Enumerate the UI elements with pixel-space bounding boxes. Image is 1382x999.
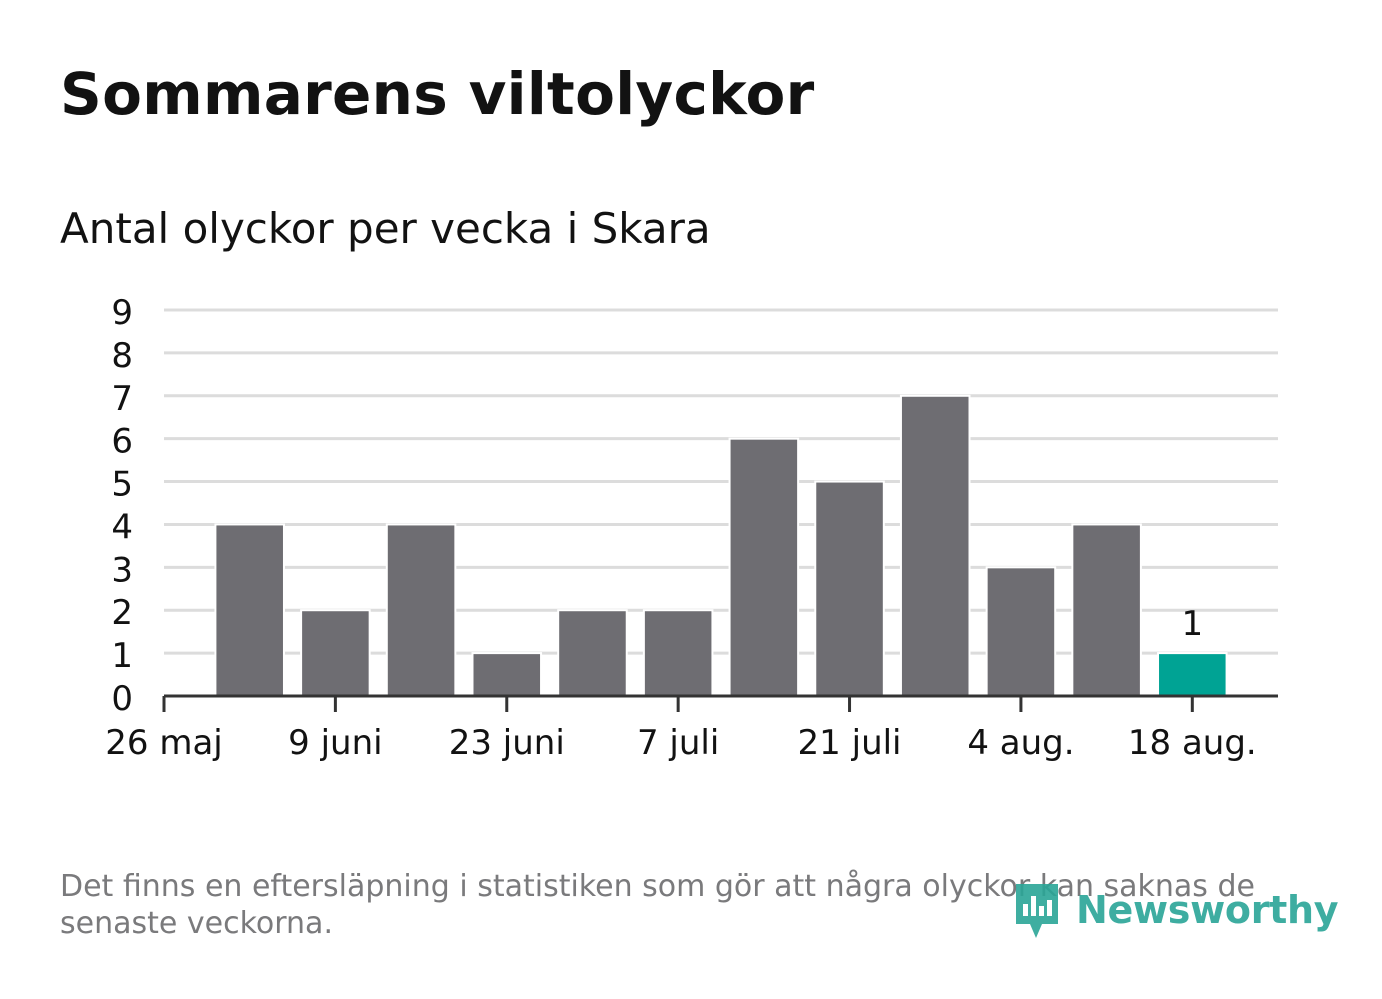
y-tick-label: 5 xyxy=(111,465,133,505)
x-tick-label: 21 juli xyxy=(798,723,902,763)
y-tick-label: 1 xyxy=(111,636,133,676)
bar xyxy=(728,437,800,697)
y-tick-label: 2 xyxy=(111,593,133,633)
bar xyxy=(214,523,285,698)
x-tick-label: 7 juli xyxy=(637,723,719,763)
bar xyxy=(985,566,1057,697)
y-tick-label: 7 xyxy=(111,379,133,419)
y-tick-label: 0 xyxy=(111,679,133,719)
y-tick-label: 8 xyxy=(111,336,133,376)
x-tick-label: 18 aug. xyxy=(1128,723,1257,763)
bar-highlight xyxy=(1157,652,1228,697)
chart-subtitle: Antal olyckor per vecka i Skara xyxy=(60,204,711,253)
bar xyxy=(899,394,971,697)
y-tick-label: 4 xyxy=(111,507,133,547)
data-labels: 1 xyxy=(1181,604,1203,644)
x-axis xyxy=(162,694,1278,712)
y-tick-label: 9 xyxy=(111,293,133,333)
bar xyxy=(385,523,457,698)
bar xyxy=(642,609,714,698)
bar xyxy=(300,609,371,698)
x-tick-label: 23 juni xyxy=(449,723,565,763)
y-tick-label: 6 xyxy=(111,422,133,462)
bar xyxy=(471,652,543,697)
bar xyxy=(1071,523,1142,698)
y-tick-label: 3 xyxy=(111,550,133,590)
data-label: 1 xyxy=(1181,604,1203,644)
bars xyxy=(214,394,1228,698)
x-tick-label: 4 aug. xyxy=(967,723,1074,763)
newsworthy-logo: Newsworthy xyxy=(1012,878,1339,942)
newsworthy-logo-icon xyxy=(1016,884,1058,938)
bar xyxy=(557,609,628,698)
bar xyxy=(814,480,885,697)
x-axis-tick-labels: 26 maj 9 juni 23 juni 7 juli 21 juli 4 aug. 18… xyxy=(105,723,1256,763)
logo-text: Newsworthy xyxy=(1076,888,1339,932)
chart-title: Sommarens viltolyckor xyxy=(60,60,815,128)
x-tick-label: 26 maj xyxy=(105,723,222,763)
x-tick-label: 9 juni xyxy=(288,723,382,763)
